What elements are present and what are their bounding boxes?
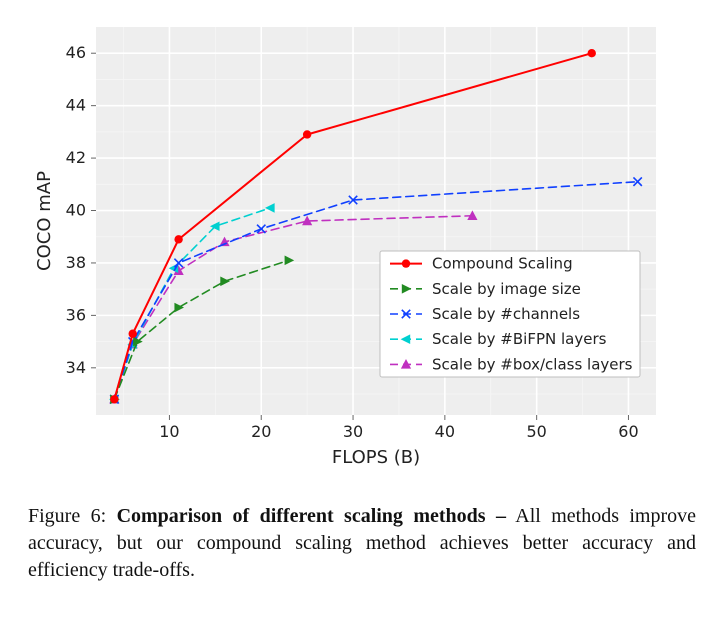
x-tick-label: 20 bbox=[251, 422, 271, 441]
y-tick-label: 42 bbox=[66, 148, 86, 167]
legend-label: Scale by image size bbox=[432, 280, 581, 298]
legend: Compound Scaling Scale by image size Scale… bbox=[380, 251, 640, 377]
y-tick-label: 36 bbox=[66, 305, 86, 324]
x-axis-label: FLOPS (B) bbox=[332, 447, 420, 468]
caption-title: Comparison of different scaling methods … bbox=[117, 505, 506, 527]
legend-label: Scale by #box/class layers bbox=[432, 355, 633, 373]
x-tick-label: 40 bbox=[435, 422, 455, 441]
x-tick-label: 60 bbox=[618, 422, 638, 441]
x-tick-label: 10 bbox=[159, 422, 179, 441]
x-tick-label: 30 bbox=[343, 422, 363, 441]
y-tick-label: 38 bbox=[66, 253, 86, 272]
y-tick-label: 44 bbox=[66, 96, 86, 115]
y-tick-label: 34 bbox=[66, 358, 86, 377]
legend-label: Scale by #BiFPN layers bbox=[432, 330, 607, 348]
x-tick-label: 50 bbox=[526, 422, 546, 441]
figure-caption: Figure 6: Comparison of different scalin… bbox=[28, 503, 696, 584]
y-axis-label: COCO mAP bbox=[34, 171, 55, 271]
chart-container: 10 20 30 40 50 60 34 36 38 40 42 44 46 FLOPS (B) COCO … bbox=[28, 15, 696, 485]
caption-lead: Figure 6: bbox=[28, 505, 106, 527]
legend-label: Scale by #channels bbox=[432, 305, 580, 323]
y-tick-label: 40 bbox=[66, 201, 86, 220]
legend-label: Compound Scaling bbox=[432, 255, 573, 273]
y-tick-label: 46 bbox=[66, 43, 86, 62]
scaling-chart: 10 20 30 40 50 60 34 36 38 40 42 44 46 FLOPS (B) COCO … bbox=[28, 15, 696, 485]
